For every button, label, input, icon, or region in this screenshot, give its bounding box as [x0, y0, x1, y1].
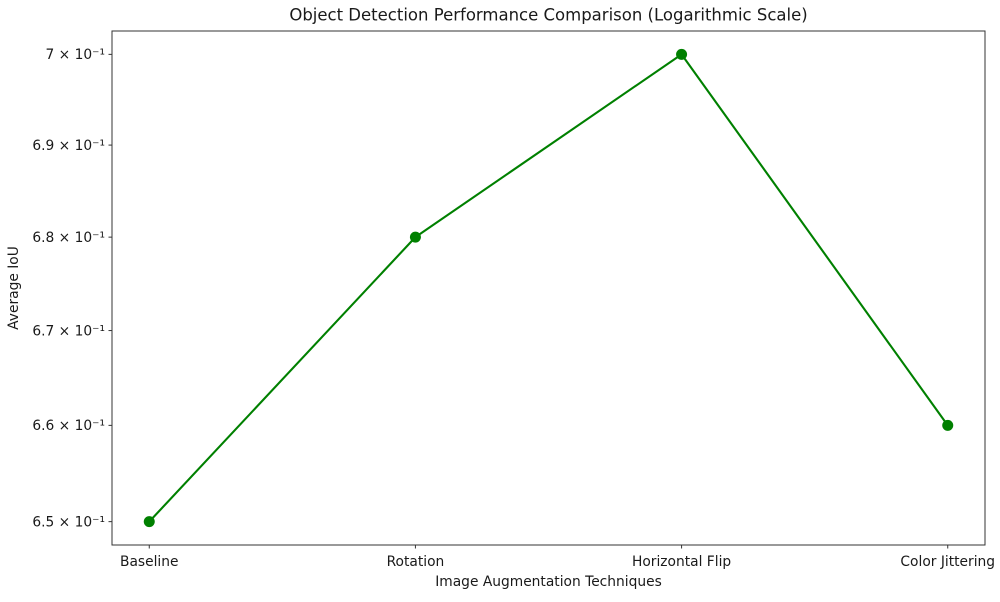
y-axis-ticks: 6.5 × 10⁻¹ 6.6 × 10⁻¹ 6.7 × 10⁻¹ 6.8 × 10⁻¹… [32, 47, 112, 530]
x-tick-label: Rotation [387, 554, 445, 570]
data-point-baseline [143, 516, 155, 528]
plot-border [111, 30, 986, 546]
data-point-rotation [409, 231, 421, 243]
x-tick-label: Horizontal Flip [632, 554, 731, 570]
x-axis-label: Image Augmentation Techniques [435, 574, 662, 590]
x-axis-ticks: Baseline Rotation Horizontal Flip Color Jit… [120, 545, 995, 570]
y-tick-label: 7 × 10⁻¹ [46, 47, 105, 63]
y-tick-label: 6.5 × 10⁻¹ [32, 514, 105, 530]
y-tick-label: 6.7 × 10⁻¹ [32, 323, 105, 339]
chart-title: Object Detection Performance Comparison … [289, 6, 807, 25]
x-tick-label: Color Jittering [900, 554, 995, 570]
y-tick-label: 6.8 × 10⁻¹ [32, 230, 105, 246]
y-tick-label: 6.9 × 10⁻¹ [32, 138, 105, 154]
data-point-horizontal-flip [676, 48, 688, 60]
data-series [143, 48, 954, 528]
x-tick-label: Baseline [120, 554, 179, 570]
y-axis-label: Average IoU [6, 246, 22, 330]
data-point-color-jittering [942, 419, 954, 431]
y-tick-label: 6.6 × 10⁻¹ [32, 418, 105, 434]
series-line [148, 53, 949, 523]
